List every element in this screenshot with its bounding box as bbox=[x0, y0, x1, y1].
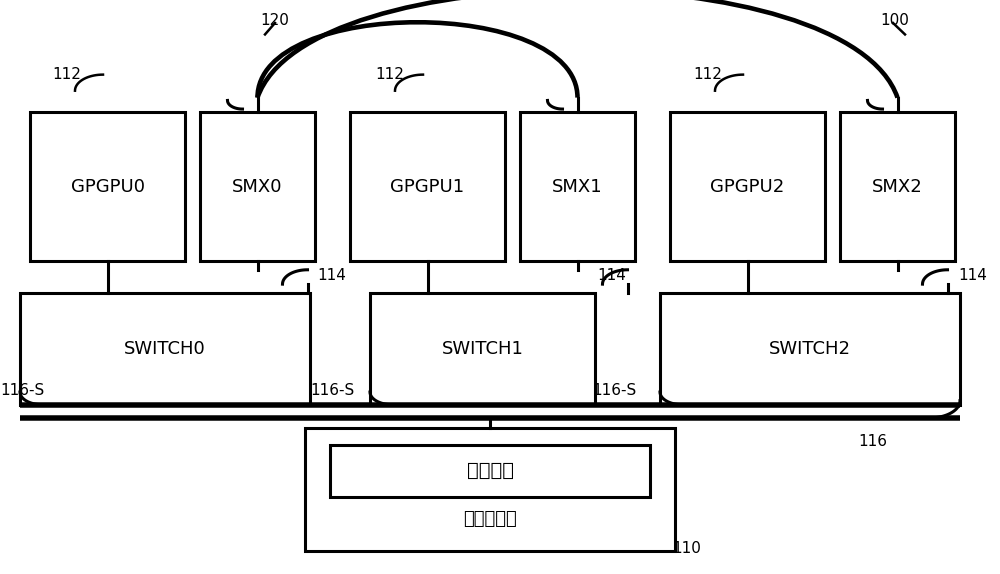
Bar bbox=[350, 112, 505, 261]
Text: 根复合体: 根复合体 bbox=[466, 461, 514, 480]
Text: 中央处理器: 中央处理器 bbox=[463, 510, 517, 529]
Text: 112: 112 bbox=[52, 67, 81, 82]
Text: SMX0: SMX0 bbox=[232, 177, 283, 196]
Text: 112: 112 bbox=[693, 67, 722, 82]
Text: 100: 100 bbox=[880, 13, 909, 28]
Text: 120: 120 bbox=[260, 13, 289, 28]
Text: 116-S: 116-S bbox=[0, 383, 44, 398]
Bar bbox=[370, 293, 595, 405]
Text: SWITCH2: SWITCH2 bbox=[769, 340, 851, 358]
Text: 110: 110 bbox=[672, 541, 701, 556]
Text: 116-S: 116-S bbox=[310, 383, 354, 398]
Bar bbox=[30, 112, 185, 261]
Bar bbox=[670, 112, 825, 261]
Text: SWITCH1: SWITCH1 bbox=[442, 340, 523, 358]
Text: 116-S: 116-S bbox=[592, 383, 636, 398]
Bar bbox=[200, 112, 315, 261]
Bar bbox=[660, 293, 960, 405]
Text: GPGPU1: GPGPU1 bbox=[390, 177, 465, 196]
Text: 114: 114 bbox=[317, 268, 346, 283]
Text: 114: 114 bbox=[597, 268, 626, 283]
Text: GPGPU2: GPGPU2 bbox=[710, 177, 785, 196]
Bar bbox=[305, 428, 675, 551]
Bar bbox=[840, 112, 955, 261]
Text: SMX1: SMX1 bbox=[552, 177, 603, 196]
Bar bbox=[20, 293, 310, 405]
Bar bbox=[330, 445, 650, 497]
Text: 112: 112 bbox=[375, 67, 404, 82]
Text: GPGPU0: GPGPU0 bbox=[70, 177, 144, 196]
Bar bbox=[520, 112, 635, 261]
Text: SMX2: SMX2 bbox=[872, 177, 923, 196]
Text: 114: 114 bbox=[958, 268, 987, 283]
Text: SWITCH0: SWITCH0 bbox=[124, 340, 206, 358]
Text: 116: 116 bbox=[858, 435, 887, 449]
